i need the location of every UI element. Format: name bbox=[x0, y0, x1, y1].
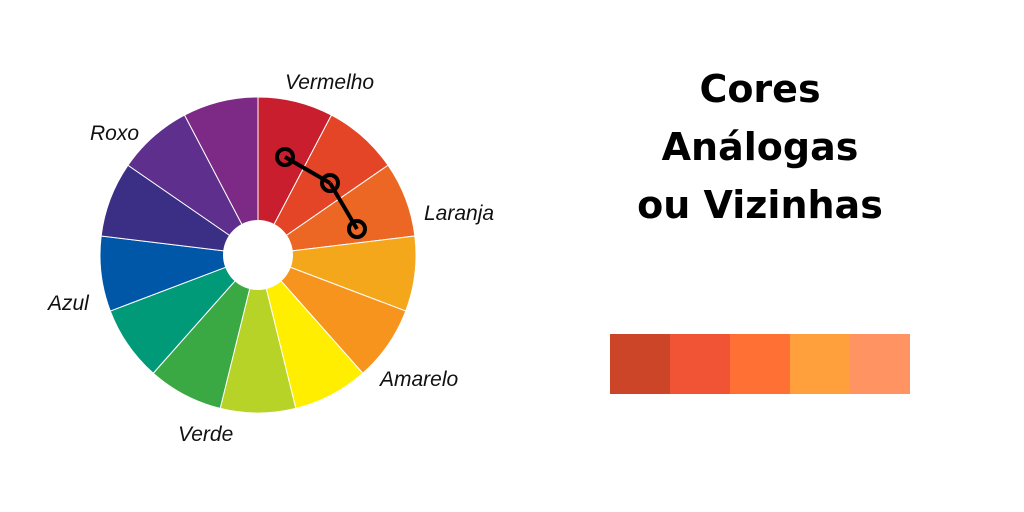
label-roxo: Roxo bbox=[90, 122, 140, 145]
label-vermelho: Vermelho bbox=[285, 71, 375, 94]
analogous-palette bbox=[610, 334, 910, 394]
color-wheel-center-hole bbox=[223, 220, 293, 290]
palette-swatch bbox=[670, 334, 730, 394]
title-line-2: Análogas bbox=[661, 125, 859, 169]
palette-swatch bbox=[730, 334, 790, 394]
page-title: Cores Análogas ou Vizinhas bbox=[600, 60, 920, 234]
analogous-connector bbox=[275, 147, 367, 239]
palette-swatch bbox=[850, 334, 910, 394]
label-azul: Azul bbox=[48, 292, 89, 315]
color-wheel-segments bbox=[99, 96, 417, 414]
title-line-3: ou Vizinhas bbox=[637, 183, 883, 227]
connector-node-red-orange bbox=[320, 173, 340, 193]
label-verde: Verde bbox=[178, 423, 234, 446]
label-amarelo: Amarelo bbox=[380, 368, 459, 391]
connector-node-red bbox=[275, 147, 295, 167]
title-line-1: Cores bbox=[699, 67, 821, 111]
palette-swatch bbox=[790, 334, 850, 394]
connector-node-orange bbox=[347, 219, 367, 239]
color-wheel bbox=[99, 96, 417, 414]
palette-swatch bbox=[610, 334, 670, 394]
label-laranja: Laranja bbox=[424, 202, 495, 225]
color-wheel-segment bbox=[183, 96, 259, 256]
